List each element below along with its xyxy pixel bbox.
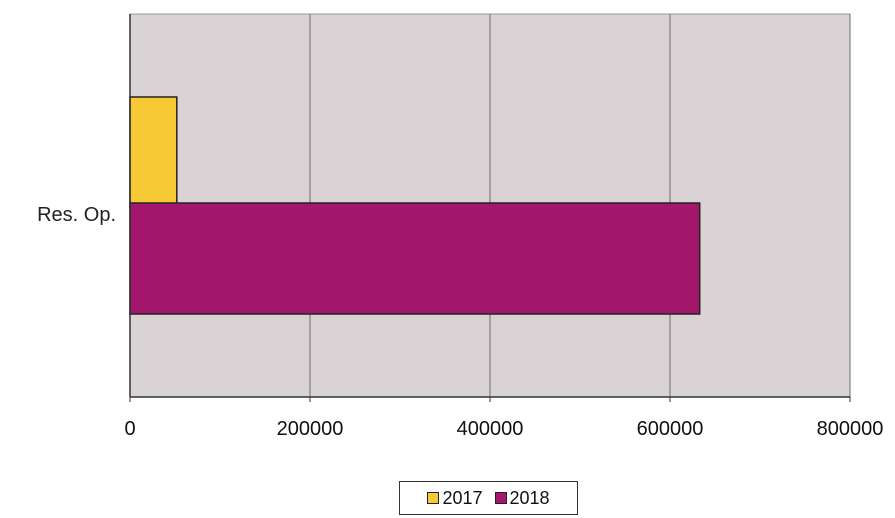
legend-label-2017: 2017 (442, 487, 483, 508)
legend-item-2018: 2018 (494, 487, 550, 509)
legend-swatch-2017 (427, 492, 440, 504)
bar-2018 (129, 202, 701, 315)
bar-2017 (129, 96, 178, 208)
legend: 2017 2018 (399, 481, 578, 515)
category-labels: Res. Op. (37, 204, 116, 226)
legend-item-2017: 2017 (427, 487, 483, 509)
category-label: Res. Op. (37, 204, 116, 226)
x-tick-label: 600000 (637, 418, 704, 440)
x-tick-label: 0 (124, 418, 135, 440)
legend-label-2018: 2018 (509, 487, 550, 508)
x-tick-label: 800000 (817, 418, 884, 440)
x-tick-labels: 0 200000 400000 600000 800000 (124, 397, 883, 440)
bars (129, 96, 701, 315)
legend-swatch-2018 (494, 492, 507, 504)
x-tick-label: 400000 (457, 418, 524, 440)
x-tick-label: 200000 (277, 418, 344, 440)
